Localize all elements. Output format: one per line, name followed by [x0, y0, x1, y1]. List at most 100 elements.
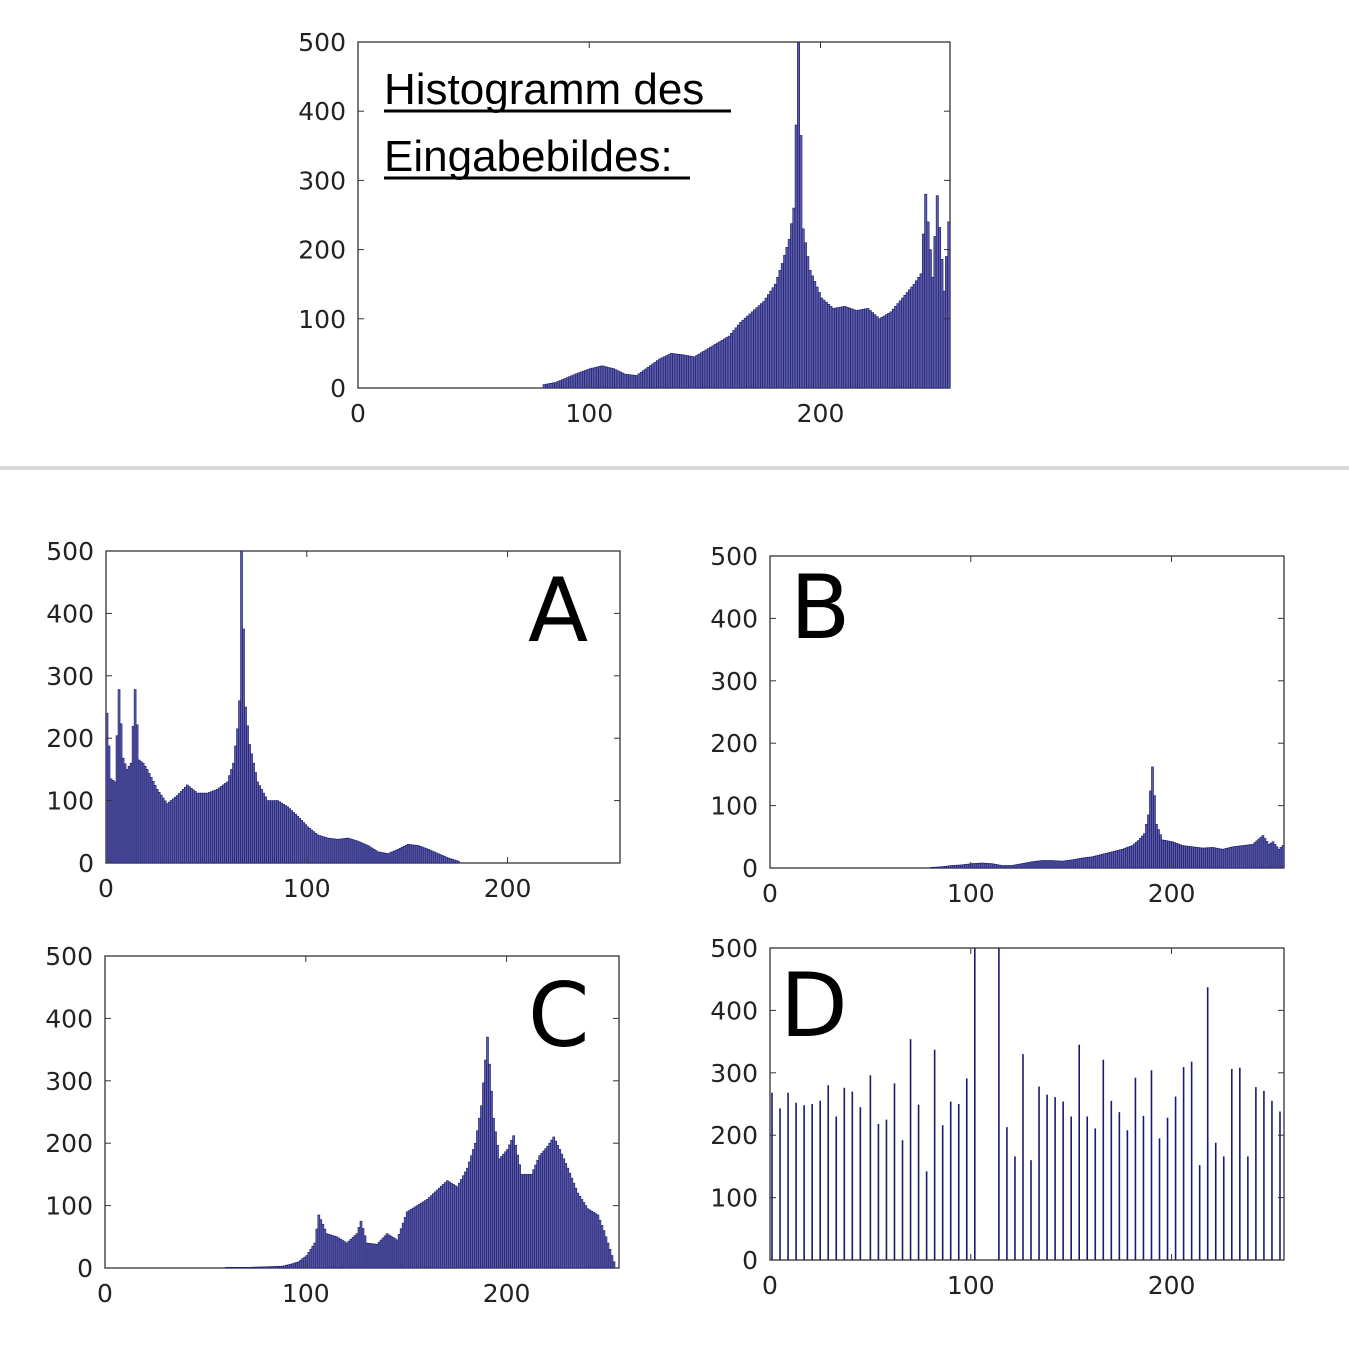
histogram-bar — [374, 850, 378, 864]
histogram-bar — [267, 1266, 270, 1269]
y-tick-label: 500 — [298, 28, 346, 57]
histogram-bar — [404, 844, 408, 864]
histogram-bar — [490, 1090, 493, 1269]
histogram-bar — [530, 1174, 533, 1269]
histogram-bar — [528, 1174, 531, 1269]
histogram-bar — [288, 808, 292, 864]
histogram-bar — [319, 1219, 323, 1269]
histogram-bar — [1275, 846, 1279, 869]
histogram-bar — [366, 845, 370, 864]
histogram-bar — [908, 289, 911, 389]
histogram-bar — [1034, 860, 1038, 869]
histogram-d: D 0 100 200 300 400 500 0 100 200 — [710, 934, 1285, 1300]
histogram-bar — [996, 864, 1000, 869]
histogram-bar — [1277, 848, 1281, 869]
histogram-bar — [184, 786, 187, 864]
panel-label-d: D — [780, 954, 848, 1057]
histogram-bar — [1109, 851, 1112, 869]
histogram-bar — [196, 792, 199, 864]
histogram-bar — [1207, 847, 1211, 869]
x-tick-label: 200 — [1148, 1271, 1196, 1300]
histogram-bar — [290, 810, 294, 864]
histogram-bar — [362, 843, 366, 864]
histogram-bar — [548, 1142, 552, 1269]
histogram-bar — [286, 806, 290, 864]
histogram-bar — [522, 1174, 525, 1269]
histogram-bar — [373, 1243, 377, 1269]
histogram-bar — [665, 355, 669, 389]
histogram-bar — [292, 812, 296, 864]
histogram-bar — [1058, 860, 1062, 869]
histogram-bar — [456, 1186, 459, 1269]
histogram-bar — [385, 1233, 389, 1269]
histogram-bar — [1129, 845, 1132, 869]
histogram-bar — [730, 333, 733, 389]
histogram-bar — [454, 1185, 457, 1269]
histogram-bar — [280, 802, 283, 864]
histogram-bar — [746, 315, 750, 389]
histogram-bar — [1066, 860, 1070, 869]
histogram-bar — [368, 846, 372, 864]
histogram-bar — [964, 864, 968, 869]
histogram-bar — [549, 382, 553, 389]
histogram-bar — [988, 863, 992, 869]
histogram-bar — [109, 778, 113, 864]
histogram-bar — [778, 270, 782, 389]
histogram-bar — [135, 724, 139, 864]
histogram-bar — [810, 275, 814, 389]
histogram-bar — [646, 366, 650, 389]
histogram-bar — [259, 1266, 262, 1269]
histogram-bar — [934, 866, 937, 869]
histogram-bar — [241, 1267, 244, 1269]
histogram-bar — [699, 352, 703, 389]
histogram-bar — [405, 1211, 409, 1269]
y-tick-label: 200 — [45, 1129, 93, 1158]
histogram-bar — [105, 712, 109, 864]
histogram-bar — [625, 374, 629, 389]
histogram-bar — [604, 1236, 608, 1269]
histogram-bar — [458, 1182, 461, 1269]
histogram-bar — [1173, 842, 1176, 869]
histogram-bar — [325, 1233, 329, 1269]
histogram-bar — [1002, 865, 1006, 869]
histogram-bar — [940, 258, 944, 389]
y-tick-label: 400 — [710, 996, 758, 1025]
histogram-bar — [575, 373, 578, 389]
histogram-bar — [864, 308, 868, 389]
histogram-bar — [342, 838, 346, 864]
y-tick-label: 0 — [330, 374, 346, 403]
histogram-bar — [1193, 846, 1196, 869]
histogram-bar — [334, 838, 338, 864]
histogram-bar — [441, 855, 444, 864]
histogram-bar — [605, 366, 609, 389]
histogram-bar — [1263, 838, 1267, 869]
histogram-bar — [153, 785, 157, 864]
histogram-bar — [1092, 855, 1096, 869]
histogram-bar — [748, 313, 752, 389]
histogram-bar — [532, 1169, 535, 1269]
histogram-bar — [214, 789, 217, 864]
histogram-bar — [440, 1185, 443, 1269]
histogram-bar — [272, 800, 275, 864]
histogram-bar — [946, 865, 949, 869]
histogram-bar — [639, 371, 643, 389]
histogram-bar — [1008, 865, 1012, 869]
histogram-bar — [151, 781, 155, 864]
histogram-bar — [468, 1161, 471, 1269]
histogram-bar — [1020, 863, 1024, 869]
histogram-bar — [1221, 848, 1225, 869]
y-tick-label: 300 — [46, 662, 94, 691]
histogram-bar — [275, 1266, 278, 1269]
histogram-bar — [972, 863, 976, 869]
histogram-bar — [526, 1174, 529, 1269]
histogram-bar — [1225, 847, 1229, 869]
histogram-bar — [711, 345, 715, 389]
histogram-bar — [820, 297, 824, 389]
histogram-bar — [238, 700, 241, 864]
histogram-bar — [542, 384, 546, 389]
histogram-bar — [1070, 859, 1074, 869]
histogram-bar — [266, 800, 269, 864]
histogram-bar — [504, 1151, 507, 1269]
histogram-bar — [1036, 860, 1040, 869]
histogram-bar — [582, 370, 585, 389]
